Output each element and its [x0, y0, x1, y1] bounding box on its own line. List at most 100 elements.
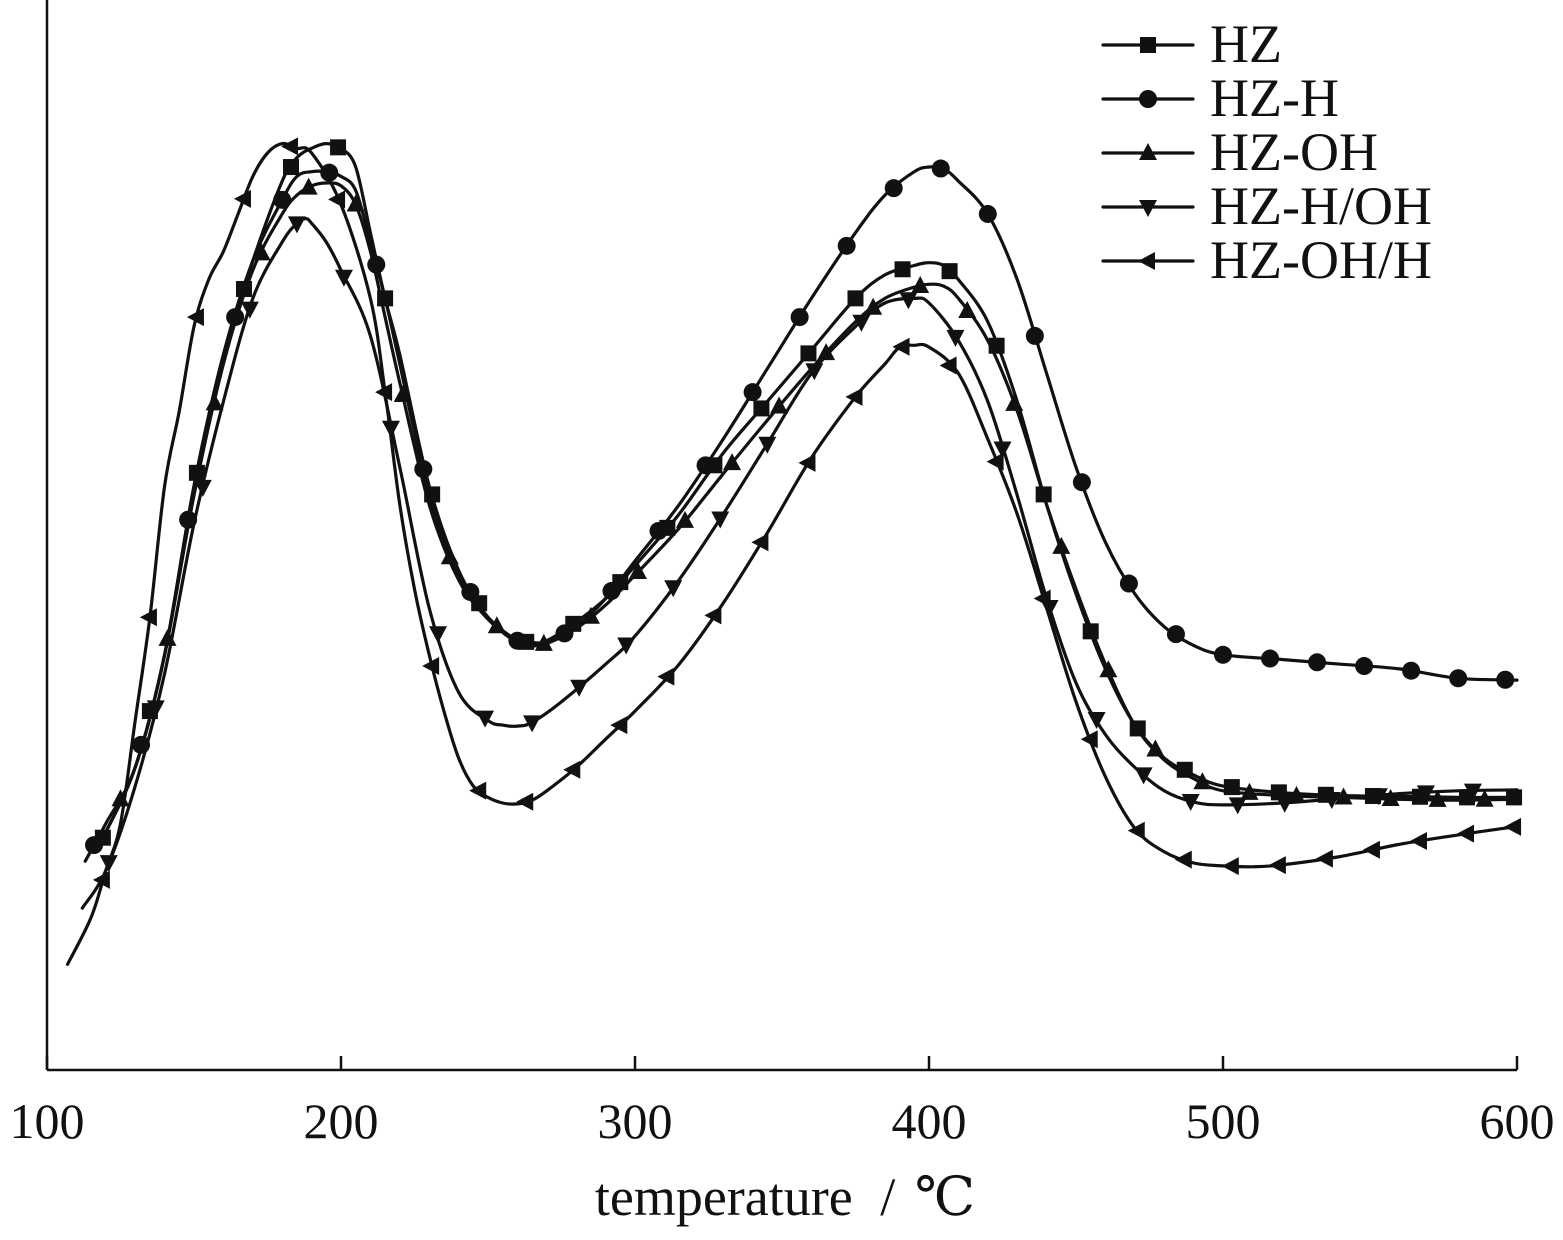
triangle-up-marker [1475, 789, 1494, 807]
axes [45, 0, 1519, 1072]
triangle-up-marker [487, 616, 506, 634]
triangle-left-marker [657, 667, 675, 686]
triangle-up-marker [1240, 782, 1259, 800]
triangle-left-marker [469, 781, 487, 800]
triangle-left-marker [610, 716, 628, 735]
square-marker [283, 159, 300, 176]
series-line-hz-h-oh [80, 217, 1519, 910]
circle-marker [1072, 473, 1091, 492]
triangle-up-marker [1193, 772, 1212, 790]
circle-marker [1119, 574, 1138, 593]
triangle-up-marker [770, 396, 789, 414]
triangle-down-marker [193, 479, 212, 497]
square-marker [753, 400, 770, 417]
legend-item-hz: HZ [1101, 14, 1282, 74]
x-tick-label: 300 [598, 1093, 673, 1149]
series-hz-h [83, 159, 1519, 863]
circle-marker [1308, 653, 1327, 672]
series-hz-oh-h [66, 137, 1522, 966]
triangle-down-marker [946, 329, 965, 347]
triangle-up-marker [346, 194, 365, 212]
triangle-down-marker [805, 363, 824, 381]
triangle-up-marker [1146, 739, 1165, 757]
x-tick-labels: 100 200 300 400 500 600 [10, 1093, 1555, 1149]
legend-item-hz-h: HZ-H [1101, 68, 1339, 128]
triangle-left-marker [375, 383, 393, 402]
x-tick-label: 500 [1186, 1093, 1261, 1149]
circle-marker [1166, 625, 1185, 644]
circle-marker [1139, 90, 1157, 108]
triangle-up-marker [581, 606, 600, 624]
triangle-down-marker [1228, 797, 1247, 815]
triangle-up-marker [817, 343, 836, 361]
triangle-down-marker [664, 580, 683, 598]
triangle-left-marker [1138, 252, 1155, 270]
triangle-left-marker [1315, 849, 1333, 868]
triangle-up-marker [1428, 789, 1447, 807]
triangle-left-marker [751, 533, 769, 552]
triangle-up-marker [628, 561, 647, 579]
legend-item-hz-oh-h: HZ-OH/H [1101, 230, 1432, 290]
triangle-left-marker [1362, 840, 1380, 859]
triangle-up-marker [1334, 787, 1353, 805]
triangle-left-marker [1504, 817, 1522, 836]
square-marker [941, 263, 958, 280]
triangle-up-marker [1381, 788, 1400, 806]
triangle-left-marker [281, 137, 299, 156]
circle-marker [837, 236, 856, 255]
triangle-left-marker [892, 337, 910, 356]
triangle-down-marker [993, 441, 1012, 459]
circle-marker [1402, 661, 1421, 680]
triangle-down-marker [334, 269, 353, 287]
circle-marker [85, 836, 104, 855]
square-marker [330, 139, 347, 156]
x-tick-label: 100 [10, 1093, 85, 1149]
triangle-down-marker [240, 301, 259, 319]
triangle-up-marker [675, 510, 694, 528]
square-marker [1140, 37, 1156, 53]
legend-item-hz-oh: HZ-OH [1101, 122, 1378, 182]
triangle-down-marker [617, 637, 636, 655]
triangle-up-marker [299, 177, 318, 195]
triangle-down-marker [476, 710, 495, 728]
triangle-down-marker [1134, 767, 1153, 785]
circle-marker [696, 456, 715, 475]
triangle-up-marker [440, 547, 459, 565]
legend-label: HZ-OH/H [1210, 230, 1432, 290]
triangle-left-marker [1268, 856, 1286, 875]
square-marker [1176, 761, 1193, 778]
square-marker [847, 290, 864, 307]
triangle-up-marker [393, 384, 412, 402]
triangle-left-marker [798, 453, 816, 472]
triangle-left-marker [1033, 589, 1051, 608]
triangle-left-marker [92, 870, 110, 889]
triangle-up-marker [534, 633, 553, 651]
legend-label: HZ-H [1210, 68, 1339, 128]
triangle-down-marker [1087, 712, 1106, 730]
triangle-down-marker [1275, 795, 1294, 813]
triangle-up-marker [1139, 143, 1157, 160]
triangle-left-marker [939, 356, 957, 375]
series-hz-h-oh [80, 216, 1519, 910]
circle-marker [461, 582, 480, 601]
triangle-down-marker [1322, 792, 1341, 810]
triangle-left-marker [328, 190, 346, 209]
x-axis-separator: / [880, 1167, 895, 1227]
legend-label: HZ-OH [1210, 122, 1378, 182]
circle-marker [1214, 645, 1232, 664]
x-tick-label: 200 [304, 1093, 379, 1149]
series-layer [66, 137, 1523, 966]
x-axis-label: temperature [595, 1167, 853, 1227]
circle-marker [743, 383, 762, 402]
circle-marker [649, 521, 668, 540]
triangle-left-marker [1221, 857, 1239, 876]
circle-marker [1025, 326, 1044, 345]
x-tick-label: 400 [892, 1093, 967, 1149]
circle-marker [978, 204, 997, 223]
triangle-left-marker [422, 657, 440, 676]
triangle-left-marker [186, 308, 204, 327]
triangle-up-marker [958, 301, 977, 319]
legend-label: HZ-H/OH [1210, 176, 1432, 236]
